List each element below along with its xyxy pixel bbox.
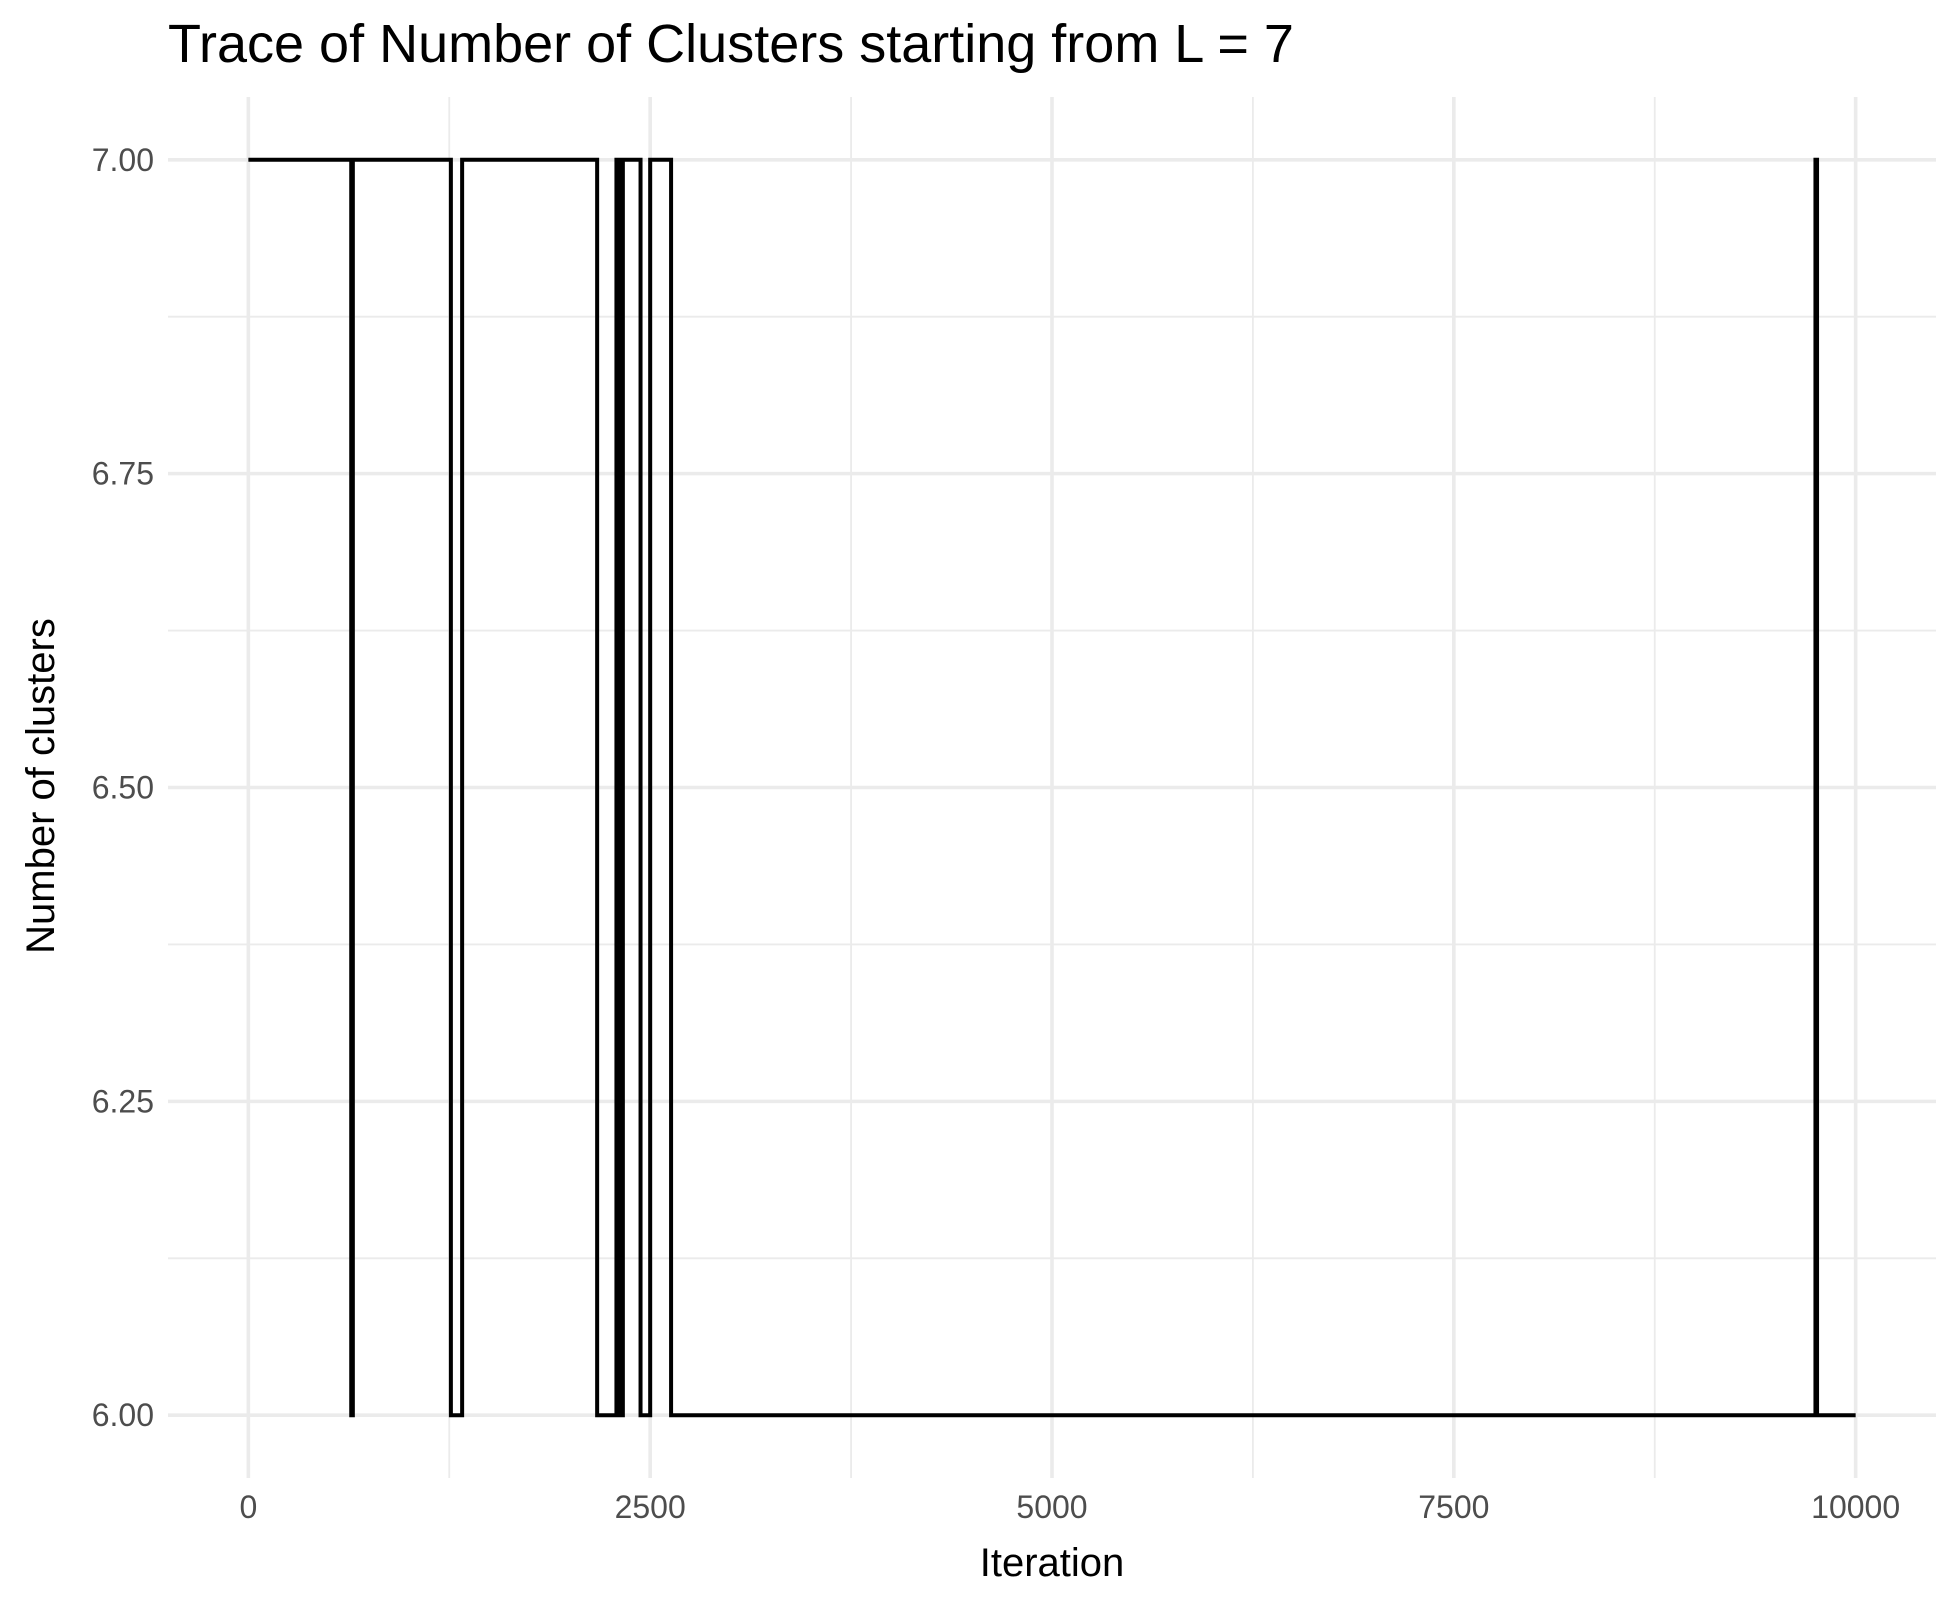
series-layer — [248, 157, 1856, 1418]
x-tick-label: 7500 — [1418, 1489, 1489, 1525]
x-axis-title: Iteration — [980, 1541, 1125, 1585]
tick-labels: 0 2500 5000 7500 10000 6.00 6.25 6.50 6.75 7.00 — [92, 142, 1900, 1525]
x-tick-label: 0 — [239, 1489, 257, 1525]
series-line-clusters — [248, 157, 1856, 1418]
y-axis-title: Number of clusters — [19, 618, 63, 954]
y-tick-label: 6.50 — [92, 770, 154, 806]
y-tick-label: 6.75 — [92, 456, 154, 492]
y-tick-label: 6.00 — [92, 1397, 154, 1433]
y-tick-label: 7.00 — [92, 142, 154, 178]
grid — [168, 97, 1936, 1478]
x-tick-label: 2500 — [615, 1489, 686, 1525]
x-tick-label: 10000 — [1811, 1489, 1900, 1525]
x-tick-label: 5000 — [1016, 1489, 1087, 1525]
y-tick-label: 6.25 — [92, 1083, 154, 1119]
chart-title: Trace of Number of Clusters starting fro… — [168, 14, 1294, 74]
